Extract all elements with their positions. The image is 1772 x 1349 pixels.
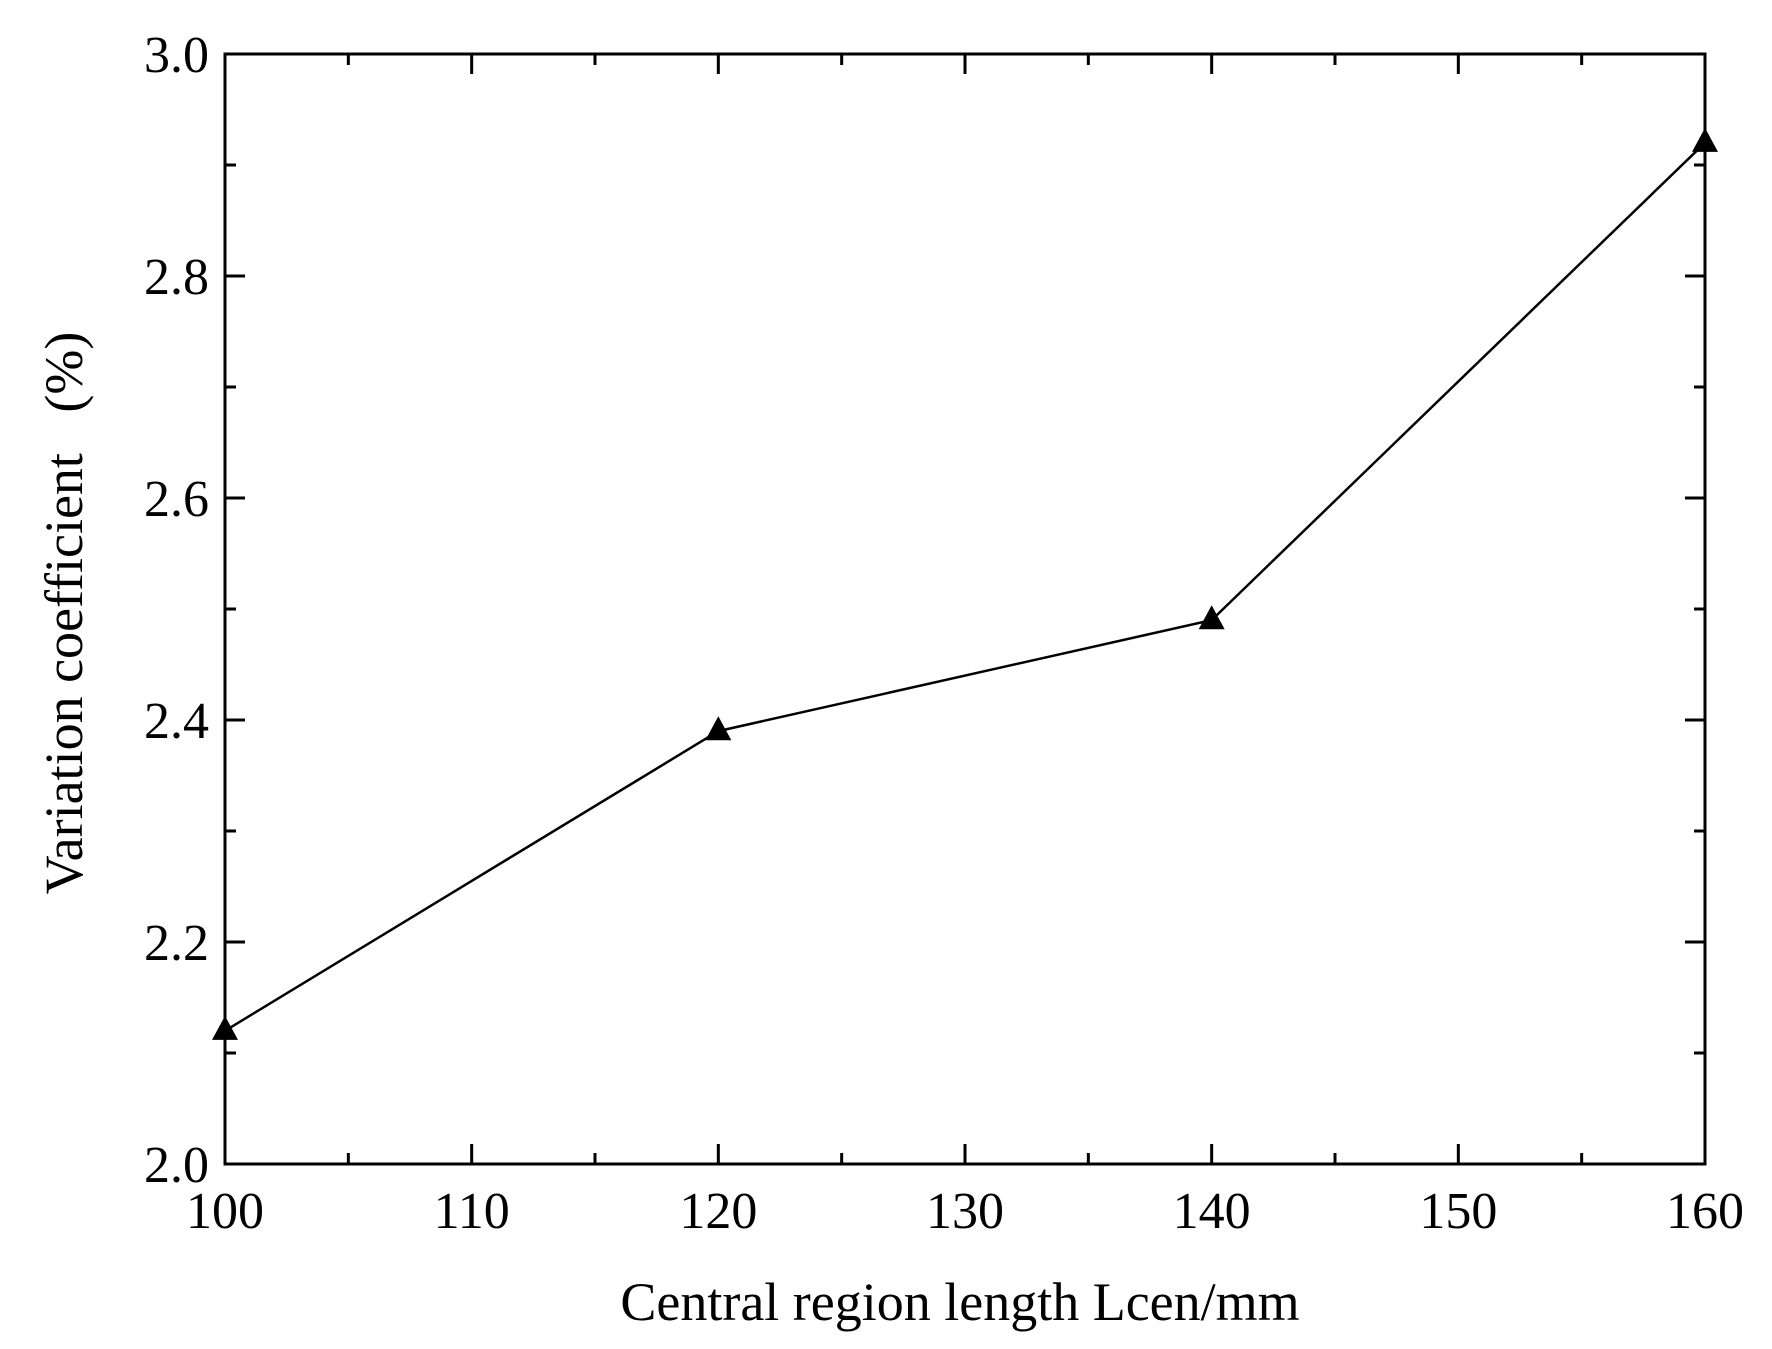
- y-tick-label: 2.4: [144, 693, 209, 750]
- y-tick-label: 3.0: [144, 27, 209, 84]
- x-tick-label: 160: [1666, 1183, 1744, 1240]
- series-line: [224, 141, 1706, 1032]
- y-tick-label: 2.6: [144, 471, 209, 528]
- x-tick-label: 130: [926, 1183, 1004, 1240]
- tick-labels: 100 110 120 130 140 150 160 2.0 2.2 2.4 2.6 2.8 3.0: [144, 27, 1744, 1240]
- y-tick-label: 2.0: [144, 1137, 209, 1194]
- x-tick-label: 120: [679, 1183, 757, 1240]
- x-tick-label: 110: [434, 1183, 510, 1240]
- y-tick-label: 2.8: [144, 249, 209, 306]
- axis-ticks: [223, 52, 1707, 1166]
- y-tick-label: 2.2: [144, 915, 209, 972]
- x-tick-label: 140: [1173, 1183, 1251, 1240]
- plot-frame: [223, 52, 1707, 1166]
- y-axis-title: Variation coefficient (%): [34, 332, 94, 895]
- x-tick-label: 100: [186, 1183, 264, 1240]
- series-layer: [212, 127, 1718, 1040]
- x-tick-label: 150: [1419, 1183, 1497, 1240]
- data-point-triangle: [705, 716, 732, 741]
- x-axis-title: Central region length Lcen/mm: [620, 1272, 1299, 1332]
- data-point-triangle: [1198, 605, 1225, 630]
